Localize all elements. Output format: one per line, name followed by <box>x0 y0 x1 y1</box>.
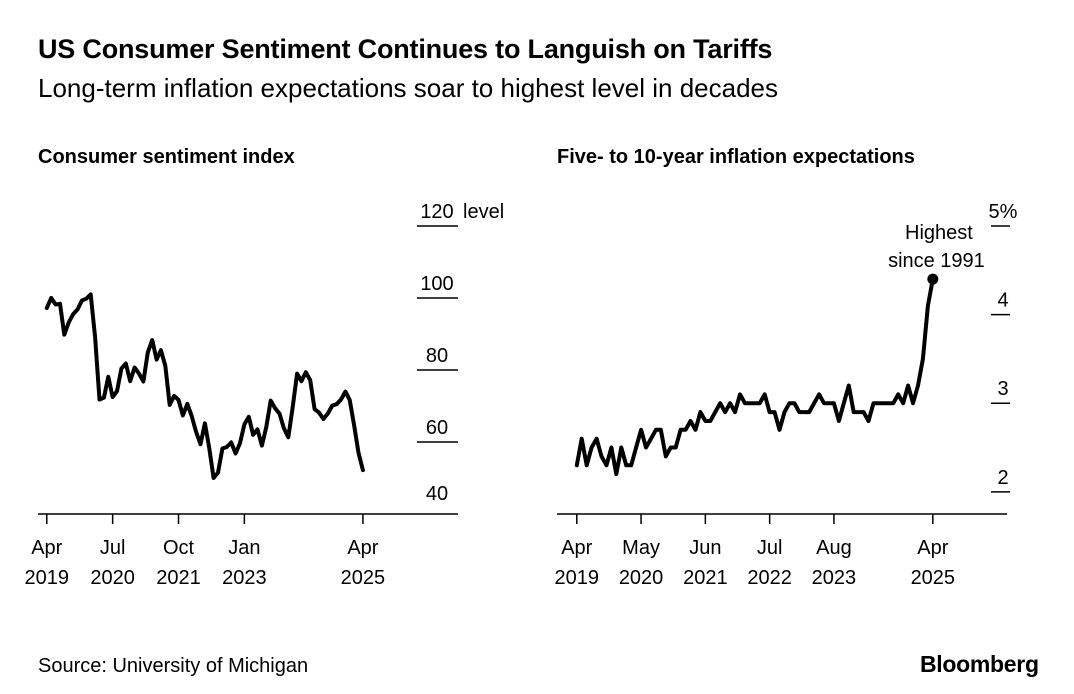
right-chart-title: Five- to 10-year inflation expectations <box>557 146 915 168</box>
x-tick-label-month: Jul <box>100 537 126 559</box>
x-tick-label-month: May <box>622 537 660 559</box>
x-tick-label-month: Aug <box>816 537 852 559</box>
annotation-label-line1: Highest <box>905 222 973 244</box>
bloomberg-logo: Bloomberg <box>920 651 1039 677</box>
x-tick-label-month: Jul <box>757 537 783 559</box>
consumer-sentiment-chart: Apr 2019 Jul 2020 Oct 2021 Jan 2023 Apr 2025 120 10… <box>25 201 505 589</box>
x-tick-label-year: 2021 <box>156 567 201 589</box>
x-tick-label-year: 2020 <box>90 567 135 589</box>
x-tick-label-month: Apr <box>561 537 592 559</box>
series-line <box>574 277 935 477</box>
x-tick-label-month: Jun <box>689 537 721 559</box>
x-tick-label-month: Jan <box>228 537 260 559</box>
x-tick-label-year: 2019 <box>555 567 600 589</box>
annotation-point <box>927 273 939 285</box>
x-tick-label-year: 2025 <box>911 567 956 589</box>
left-chart-title: Consumer sentiment index <box>38 146 295 168</box>
x-tick-label-year: 2025 <box>341 567 386 589</box>
inflation-expectations-chart: Apr 2019 May 2020 Jun 2021 Jul 2022 Aug 2023 Apr 20… <box>555 201 1018 589</box>
series-line <box>44 292 365 480</box>
x-tick-label-month: Apr <box>347 537 378 559</box>
y-tick-label: 40 <box>426 483 448 505</box>
source-note: Source: University of Michigan <box>38 655 309 677</box>
x-tick-label-year: 2023 <box>222 567 267 589</box>
x-tick-label-year: 2021 <box>683 567 728 589</box>
y-axis-unit-label: level <box>463 201 504 223</box>
y-tick-label: 80 <box>426 345 448 367</box>
y-tick-label: 5% <box>989 201 1018 223</box>
y-tick-label: 4 <box>997 290 1008 312</box>
page-title: US Consumer Sentiment Continues to Langu… <box>38 34 773 64</box>
page-subtitle: Long-term inflation expectations soar to… <box>38 73 778 103</box>
x-tick-label-year: 2023 <box>812 567 857 589</box>
x-tick-label-year: 2020 <box>619 567 664 589</box>
y-tick-label: 100 <box>420 273 453 295</box>
y-tick-label: 60 <box>426 417 448 439</box>
y-tick-label: 2 <box>997 467 1008 489</box>
x-tick-label-year: 2019 <box>25 567 70 589</box>
y-tick-label: 120 <box>420 201 453 223</box>
x-tick-label-month: Apr <box>31 537 62 559</box>
annotation-label-line2: since 1991 <box>888 250 985 272</box>
x-tick-label-month: Apr <box>917 537 948 559</box>
x-tick-label-month: Oct <box>163 537 195 559</box>
x-tick-label-year: 2022 <box>747 567 792 589</box>
y-tick-label: 3 <box>997 378 1008 400</box>
